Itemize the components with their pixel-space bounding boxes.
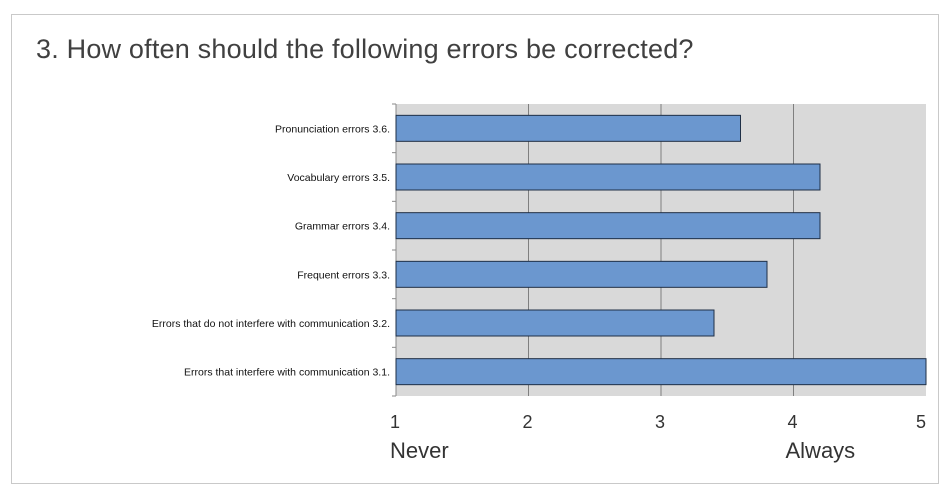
bar — [395, 114, 741, 142]
chart-title: 3. How often should the following errors… — [36, 34, 694, 64]
bar — [395, 212, 821, 240]
category-label: Pronunciation errors 3.6. — [275, 123, 390, 135]
category-label: Errors that interfere with communication… — [184, 367, 390, 379]
category-label: Vocabulary errors 3.5. — [287, 172, 390, 184]
x-max-label: Always — [786, 438, 856, 463]
x-tick-label: 4 — [788, 412, 798, 432]
x-tick-label: 1 — [390, 412, 400, 432]
x-tick-label: 5 — [916, 412, 926, 432]
x-min-label: Never — [390, 438, 449, 463]
x-tick-label: 2 — [523, 412, 533, 432]
category-label: Errors that do not interfere with commun… — [152, 318, 390, 330]
bar — [395, 260, 768, 288]
category-label: Grammar errors 3.4. — [295, 221, 390, 233]
bar — [395, 163, 821, 191]
x-tick-label: 3 — [655, 412, 665, 432]
bar — [395, 309, 715, 337]
bar — [395, 358, 927, 386]
category-label: Frequent errors 3.3. — [297, 269, 390, 281]
